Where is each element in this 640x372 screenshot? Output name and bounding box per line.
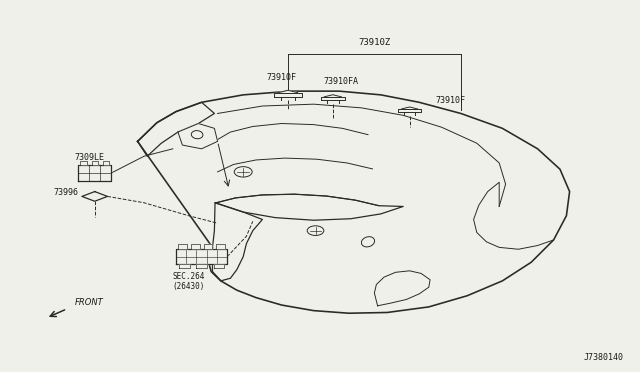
Polygon shape	[138, 91, 570, 313]
Polygon shape	[212, 203, 262, 281]
Text: 73996: 73996	[54, 188, 79, 197]
Text: 73910F: 73910F	[267, 73, 296, 82]
Polygon shape	[178, 124, 218, 149]
Polygon shape	[196, 264, 207, 268]
Polygon shape	[191, 244, 200, 249]
Polygon shape	[374, 271, 430, 306]
Polygon shape	[214, 264, 224, 268]
Text: J7380140: J7380140	[584, 353, 624, 362]
Circle shape	[234, 167, 252, 177]
Polygon shape	[204, 244, 212, 249]
Text: 7309LE: 7309LE	[75, 153, 105, 162]
Circle shape	[307, 226, 324, 235]
Polygon shape	[178, 244, 187, 249]
Polygon shape	[179, 264, 189, 268]
Text: 73910F: 73910F	[435, 96, 465, 105]
Text: FRONT: FRONT	[75, 298, 104, 307]
Polygon shape	[78, 165, 111, 181]
Polygon shape	[215, 194, 403, 220]
Text: 73910Z: 73910Z	[358, 38, 390, 47]
Polygon shape	[81, 161, 87, 165]
Polygon shape	[138, 102, 214, 156]
Polygon shape	[176, 249, 227, 264]
Polygon shape	[324, 95, 341, 99]
Ellipse shape	[362, 237, 374, 247]
Polygon shape	[274, 93, 302, 97]
Ellipse shape	[191, 131, 203, 139]
Polygon shape	[398, 109, 421, 112]
Polygon shape	[82, 192, 108, 201]
Polygon shape	[102, 161, 109, 165]
Polygon shape	[278, 91, 298, 95]
Polygon shape	[92, 161, 98, 165]
Text: 73910FA: 73910FA	[323, 77, 358, 86]
Polygon shape	[401, 108, 418, 111]
Polygon shape	[216, 244, 225, 249]
Text: SEC.264
(26430): SEC.264 (26430)	[173, 272, 205, 291]
Polygon shape	[321, 97, 345, 100]
